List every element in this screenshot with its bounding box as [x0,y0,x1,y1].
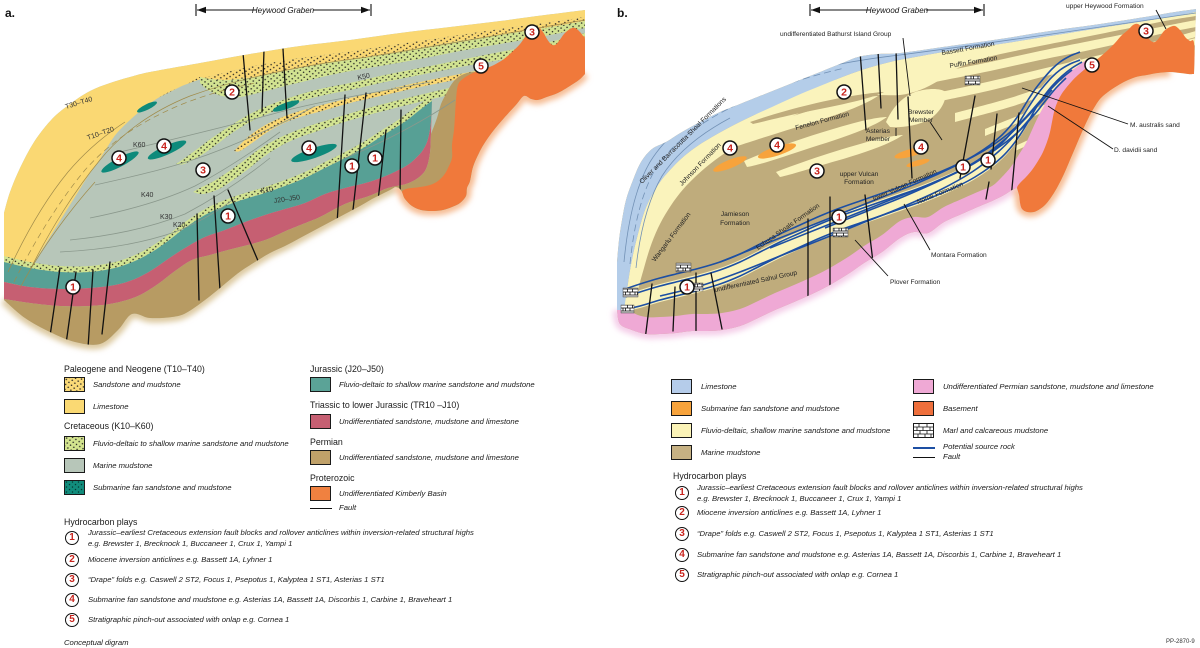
svg-text:4: 4 [727,143,733,155]
svg-text:Heywood Graben: Heywood Graben [252,6,315,15]
svg-text:1: 1 [836,212,842,224]
svg-text:3: 3 [814,166,820,178]
svg-text:2: 2 [841,87,847,99]
svg-text:Member: Member [909,117,934,124]
svg-text:K30: K30 [160,214,173,221]
svg-text:Asterias: Asterias [866,128,891,135]
svg-text:K50: K50 [357,72,371,81]
svg-text:1: 1 [70,282,76,294]
svg-text:Brewster: Brewster [908,109,935,116]
svg-text:4: 4 [774,140,780,152]
svg-text:4: 4 [116,153,122,165]
svg-text:Plover Formation: Plover Formation [890,279,941,286]
svg-text:Formation: Formation [720,220,750,227]
svg-text:K10: K10 [260,186,273,195]
svg-text:1: 1 [372,153,378,165]
svg-text:1: 1 [985,155,991,167]
svg-text:undifferentiated Bathurst Isla: undifferentiated Bathurst Island Group [780,31,892,38]
svg-text:K40: K40 [141,192,154,199]
svg-text:1: 1 [349,161,355,173]
svg-text:3: 3 [529,27,535,39]
svg-text:1: 1 [960,162,966,174]
svg-text:K60: K60 [133,142,146,149]
svg-text:D. davidii sand: D. davidii sand [1114,147,1158,154]
svg-text:1: 1 [684,282,690,294]
svg-text:5: 5 [1089,60,1095,72]
svg-text:Member: Member [866,136,891,143]
svg-text:5: 5 [478,61,484,73]
svg-text:K20: K20 [173,222,186,229]
svg-text:4: 4 [306,143,312,155]
svg-text:3: 3 [200,165,206,177]
svg-text:M. australis sand: M. australis sand [1130,122,1180,129]
svg-text:b.: b. [617,6,628,20]
svg-text:Jamieson: Jamieson [721,211,750,218]
svg-text:upper Vulcan: upper Vulcan [840,171,879,178]
svg-text:3: 3 [1143,26,1149,38]
svg-text:2: 2 [229,87,235,99]
svg-text:Formation: Formation [844,179,874,186]
svg-text:Heywood Graben: Heywood Graben [866,6,929,15]
svg-text:J20–J50: J20–J50 [273,194,300,205]
svg-text:1: 1 [225,211,231,223]
svg-text:upper Heywood Formation: upper Heywood Formation [1066,3,1144,10]
svg-text:4: 4 [161,141,167,153]
svg-text:4: 4 [918,142,924,154]
svg-text:Montara Formation: Montara Formation [931,252,987,259]
svg-text:a.: a. [5,6,15,20]
